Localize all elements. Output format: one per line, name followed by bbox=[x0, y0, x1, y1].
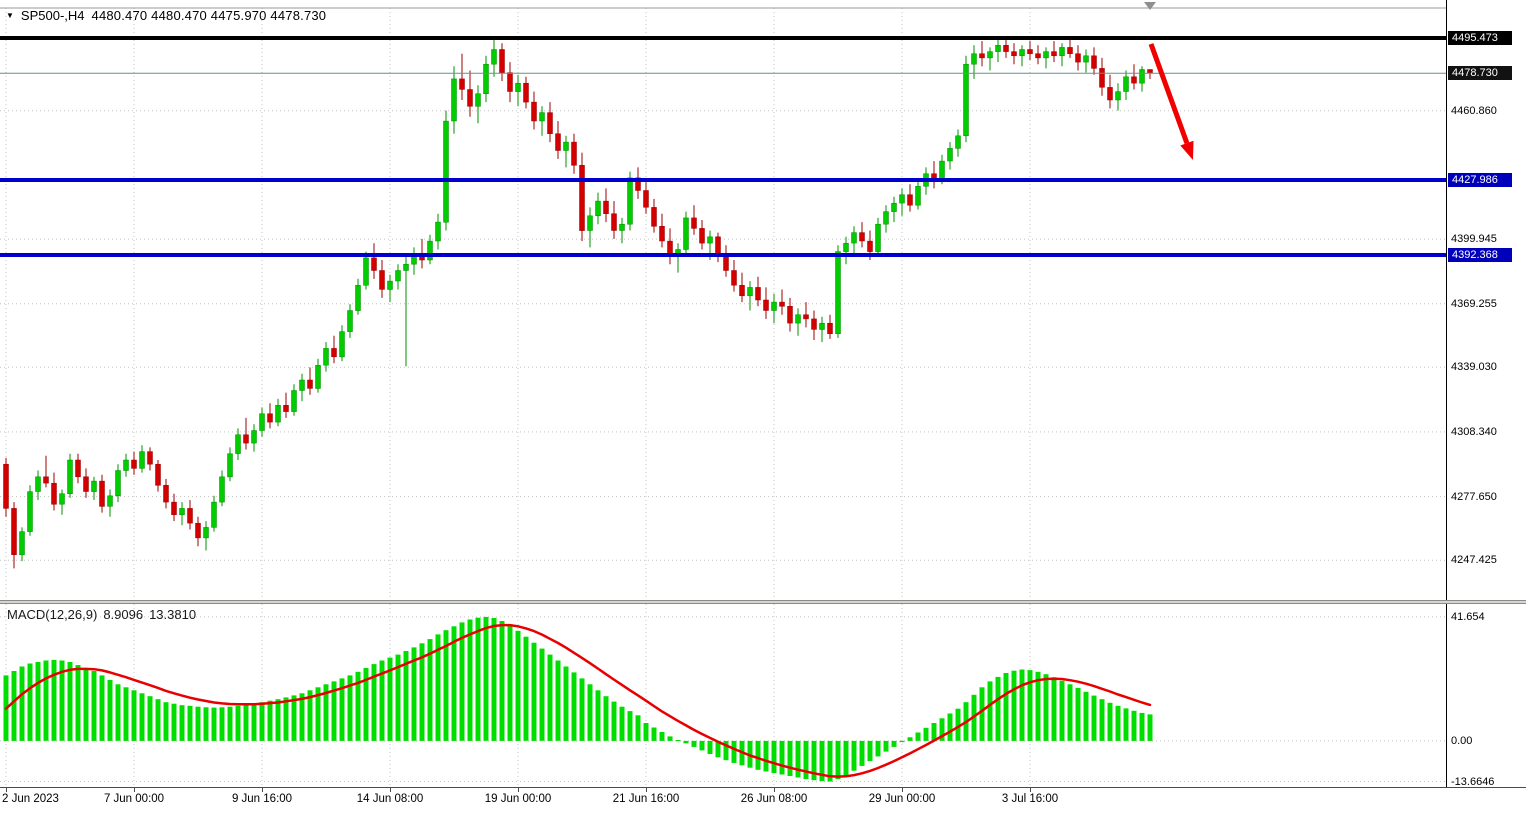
price-axis[interactable]: 4460.860 4399.945 4369.255 4339.030 4308.340… bbox=[1446, 0, 1526, 788]
macd-indicator-label: MACD(12,26,9) 8.9096 13.3810 bbox=[7, 607, 202, 622]
price-axis-label: 4339.030 bbox=[1451, 361, 1497, 374]
symbol-timeframe-label: SP500-,H4 bbox=[20, 8, 85, 23]
macd-histogram bbox=[3, 616, 1153, 782]
horizontal-level-lines[interactable] bbox=[0, 36, 1446, 257]
time-axis-label: 2 Jun 2023 bbox=[2, 793, 59, 805]
price-axis-label: 4308.340 bbox=[1451, 425, 1497, 438]
time-tick bbox=[518, 788, 519, 792]
time-tick bbox=[646, 788, 647, 792]
main-chart-canvas[interactable] bbox=[0, 0, 1526, 600]
time-axis-label: 29 Jun 00:00 bbox=[868, 793, 936, 805]
time-axis[interactable]: 2 Jun 2023 7 Jun 00:00 9 Jun 16:00 14 Jun 0… bbox=[0, 787, 1526, 813]
time-axis-label: 14 Jun 08:00 bbox=[356, 793, 424, 805]
time-tick bbox=[262, 788, 263, 792]
price-axis-label: 4369.255 bbox=[1451, 297, 1497, 310]
chart-header: ▼ SP500-,H4 4480.470 4480.470 4475.970 4… bbox=[6, 8, 326, 23]
time-tick bbox=[390, 788, 391, 792]
candles-series bbox=[3, 37, 1153, 569]
macd-axis-label: 41.654 bbox=[1451, 610, 1485, 623]
main-grid bbox=[0, 7, 1446, 600]
symbol-dropdown-icon[interactable]: ▼ bbox=[6, 10, 14, 20]
price-axis-label: 4247.425 bbox=[1451, 554, 1497, 567]
price-axis-label: 4277.650 bbox=[1451, 490, 1497, 503]
macd-panel-canvas[interactable] bbox=[0, 604, 1526, 787]
auto-scroll-marker-icon[interactable] bbox=[1144, 2, 1156, 10]
time-tick bbox=[902, 788, 903, 792]
time-tick bbox=[134, 788, 135, 792]
panel-divider[interactable] bbox=[0, 600, 1526, 604]
macd-signal-value: 13.3810 bbox=[149, 607, 197, 622]
price-axis-label: 4399.945 bbox=[1451, 233, 1497, 246]
current-price-label: 4478.730 bbox=[1448, 66, 1512, 81]
time-axis-label: 9 Jun 16:00 bbox=[231, 793, 293, 805]
time-axis-label: 3 Jul 16:00 bbox=[1001, 793, 1059, 805]
macd-grid bbox=[0, 604, 1446, 787]
trend-arrow[interactable] bbox=[1148, 43, 1194, 160]
level-price-label: 4392.368 bbox=[1448, 248, 1512, 262]
time-tick bbox=[6, 788, 7, 792]
time-axis-label: 21 Jun 16:00 bbox=[612, 793, 680, 805]
macd-axis-label: -13.6646 bbox=[1451, 775, 1495, 788]
macd-name: MACD(12,26,9) bbox=[7, 607, 98, 622]
level-price-label: 4427.986 bbox=[1448, 173, 1512, 187]
time-axis-label: 19 Jun 00:00 bbox=[484, 793, 552, 805]
ohlc-values: 4480.470 4480.470 4475.970 4478.730 bbox=[91, 8, 327, 23]
level-price-label: 4495.473 bbox=[1448, 31, 1512, 45]
time-tick bbox=[774, 788, 775, 792]
price-axis-label: 4460.860 bbox=[1451, 104, 1497, 117]
macd-signal-line bbox=[4, 623, 1152, 778]
time-axis-label: 26 Jun 08:00 bbox=[740, 793, 808, 805]
time-tick bbox=[1030, 788, 1031, 792]
macd-axis-label: 0.00 bbox=[1451, 734, 1473, 747]
macd-main-value: 8.9096 bbox=[103, 607, 144, 622]
time-axis-label: 7 Jun 00:00 bbox=[103, 793, 165, 805]
